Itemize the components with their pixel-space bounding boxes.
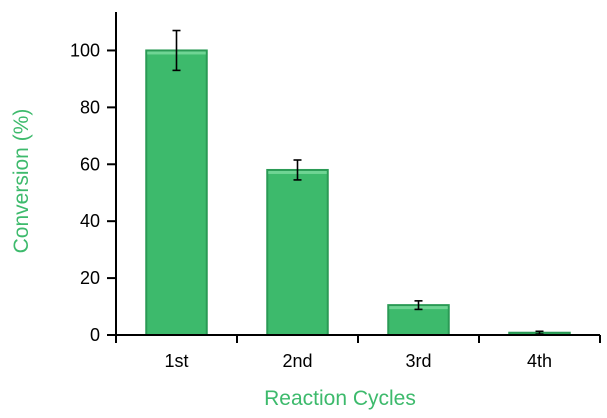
x-axis: 1st 2nd 3rd 4th — [115, 334, 601, 371]
x-tick-label: 3rd — [405, 351, 431, 371]
bar-2nd — [266, 168, 329, 336]
x-tick-label: 4th — [527, 351, 552, 371]
y-axis: 0 20 40 60 80 100 — [70, 12, 117, 345]
bar-1st — [145, 49, 208, 336]
y-axis-title: Conversion (%) — [10, 109, 33, 254]
y-tick-label: 100 — [70, 40, 100, 60]
error-bars — [172, 29, 544, 335]
y-tick-label: 80 — [80, 97, 100, 117]
x-tick-label: 1st — [164, 351, 188, 371]
x-axis-title: Reaction Cycles — [264, 387, 416, 410]
y-tick-label: 20 — [80, 268, 100, 288]
x-tick-label: 2nd — [282, 351, 312, 371]
y-tick-label: 40 — [80, 211, 100, 231]
y-tick-label: 60 — [80, 154, 100, 174]
bars — [145, 49, 571, 337]
y-tick-label: 0 — [90, 325, 100, 345]
